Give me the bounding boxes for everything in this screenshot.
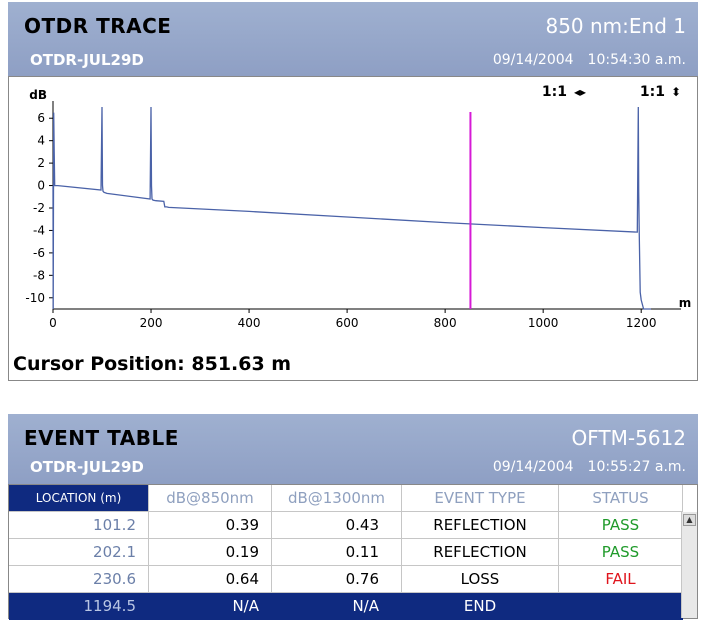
x-tick-label: 1200 [626,316,657,330]
y-tick-label: -4 [33,223,45,237]
event-timestamp: 09/14/2004 10:55:27 a.m. [479,459,686,475]
x-tick-label: 0 [49,316,57,330]
y-unit-label: dB [29,88,47,102]
event-table-header: EVENT TABLE OFTM-5612 OTDR-JUL29D 09/14/… [8,414,698,484]
event-status: FAIL [559,566,683,593]
trace-line [52,106,651,310]
up-down-arrow-icon: ⬍ [671,85,681,99]
y-tick-label: 6 [37,111,45,125]
event-db850: 0.64 [149,566,272,593]
event-type: LOSS [402,566,559,593]
y-tick-label: -10 [25,291,45,305]
trace-timestamp: 09/14/2004 10:54:30 a.m. [479,52,686,68]
trace-date: 09/14/2004 [492,52,574,68]
event-db1300: 0.11 [272,539,402,566]
event-db850: N/A [149,593,272,620]
event-location: 202.1 [9,539,149,566]
event-table-title: EVENT TABLE [24,426,179,450]
event-date: 09/14/2004 [492,459,574,475]
column-header-db850[interactable]: dB@850nm [149,485,272,512]
x-tick-label: 1000 [528,316,559,330]
event-location: 230.6 [9,566,149,593]
trace-plot-area[interactable]: 6 4 2 0 -2 -4 -6 -8 -10 0 200 400 600 800 1000 1200 dB m 1… [8,76,698,381]
left-right-arrow-icon: ◂▸ [574,85,586,99]
table-scrollbar[interactable]: ▲ [681,512,697,618]
event-time: 10:55:27 a.m. [587,459,686,475]
column-header-event-type[interactable]: EVENT TYPE [402,485,559,512]
column-header-location[interactable]: LOCATION (m) [9,485,149,512]
table-row[interactable]: 202.1 0.19 0.11 REFLECTION PASS [9,539,683,566]
vertical-zoom-label: 1:1 [640,84,665,100]
event-status: PASS [559,512,683,539]
y-tick-label: -6 [33,246,45,260]
x-unit-label: m [679,296,692,310]
event-table: LOCATION (m) dB@850nm dB@1300nm EVENT TY… [8,484,698,620]
trace-header: OTDR TRACE 850 nm:End 1 OTDR-JUL29D 09/1… [8,2,698,76]
event-file-name: OTDR-JUL29D [30,458,144,476]
y-tick-label: 2 [37,156,45,170]
table-row[interactable]: 230.6 0.64 0.76 LOSS FAIL [9,566,683,593]
event-type: END [402,593,559,620]
event-status: PASS [559,539,683,566]
event-db1300: N/A [272,593,402,620]
scroll-up-arrow-icon[interactable]: ▲ [683,514,696,526]
y-tick-label: 4 [37,134,45,148]
event-status [559,593,683,620]
column-header-status[interactable]: STATUS [559,485,683,512]
trace-time: 10:54:30 a.m. [587,52,686,68]
event-type: REFLECTION [402,512,559,539]
table-header-row: LOCATION (m) dB@850nm dB@1300nm EVENT TY… [9,485,683,512]
event-db1300: 0.43 [272,512,402,539]
trace-file-name: OTDR-JUL29D [30,51,144,69]
event-db850: 0.39 [149,512,272,539]
event-db1300: 0.76 [272,566,402,593]
event-db850: 0.19 [149,539,272,566]
x-tick-label: 400 [238,316,261,330]
trace-title: OTDR TRACE [24,14,172,38]
x-tick-label: 800 [434,316,457,330]
table-row-selected[interactable]: 1194.5 N/A N/A END [9,593,683,620]
y-tick-label: 0 [37,179,45,193]
x-tick-label: 200 [140,316,163,330]
column-header-db1300[interactable]: dB@1300nm [272,485,402,512]
event-type: REFLECTION [402,539,559,566]
y-tick-label: -2 [33,201,45,215]
otdr-trace-chart[interactable]: 6 4 2 0 -2 -4 -6 -8 -10 0 200 400 600 800 1000 1200 dB m 1… [9,77,697,380]
wavelength-end: 850 nm:End 1 [545,14,686,38]
horizontal-zoom-label: 1:1 [542,84,567,100]
x-tick-label: 600 [336,316,359,330]
device-model: OFTM-5612 [571,426,686,450]
cursor-position: Cursor Position: 851.63 m [13,353,292,375]
event-location: 101.2 [9,512,149,539]
table-row[interactable]: 101.2 0.39 0.43 REFLECTION PASS [9,512,683,539]
event-location: 1194.5 [9,593,149,620]
y-tick-label: -8 [33,268,45,282]
